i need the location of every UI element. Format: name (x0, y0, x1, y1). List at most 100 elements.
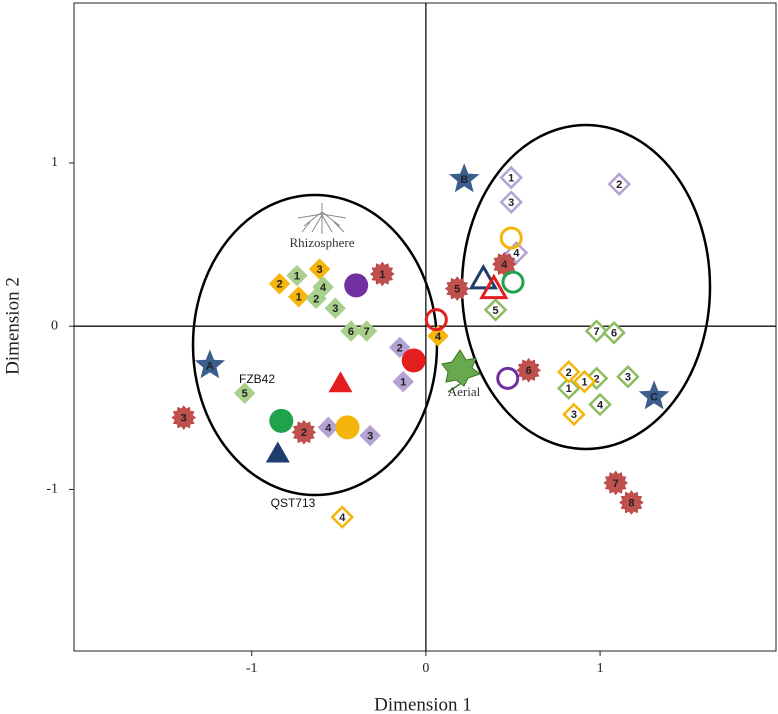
point-label: 1 (294, 270, 300, 282)
point-star (449, 163, 480, 193)
point-label: 3 (332, 303, 338, 315)
point-circle (424, 308, 448, 332)
point-label: 7 (613, 478, 619, 490)
point-diamond (234, 382, 256, 404)
y-tick-label: 1 (51, 155, 58, 170)
point-label: 4 (513, 248, 520, 260)
point-label: 4 (320, 282, 327, 294)
point-label: 4 (501, 259, 508, 271)
point-label: 1 (379, 269, 385, 281)
point-diamond (483, 298, 508, 322)
point-label: 6 (348, 326, 354, 338)
point-diamond (359, 424, 381, 447)
point-burst (171, 405, 197, 431)
point-label: 4 (435, 331, 442, 343)
point-label: 3 (367, 430, 373, 442)
point-diamond (340, 320, 362, 342)
point-star (638, 380, 670, 410)
point-label: 2 (313, 293, 319, 305)
point-label: 6 (611, 328, 617, 340)
point-label: 5 (242, 388, 248, 400)
point-label: 2 (397, 342, 403, 354)
point-label: 2 (616, 179, 622, 191)
point-circle (269, 408, 294, 433)
point-triangle (479, 273, 509, 300)
point-burst (369, 261, 395, 287)
plot-frame (73, 2, 777, 652)
y-tick-label: 0 (51, 318, 58, 333)
point-diamond (602, 320, 626, 345)
point-diamond (392, 370, 414, 393)
point-diamond (607, 172, 631, 196)
point-label: 5 (454, 284, 460, 296)
point-burst (618, 490, 644, 515)
x-tick-label: 1 (597, 661, 604, 676)
point-label: 2 (276, 279, 282, 291)
point-diamond (499, 165, 523, 190)
x-axis-title: Dimension 1 (374, 694, 472, 714)
annotation: FZB42 (239, 372, 275, 386)
point-diamond (616, 365, 640, 389)
point-diamond (288, 286, 310, 308)
leaf-icon (441, 349, 482, 393)
x-tick-label: -1 (246, 661, 258, 676)
point-diamond (355, 320, 378, 342)
point-label: 1 (400, 377, 406, 389)
point-label: 3 (181, 412, 187, 424)
point-diamond (317, 416, 340, 439)
annotation: QST713 (271, 496, 316, 510)
point-label: 7 (594, 326, 600, 338)
point-diamond (305, 287, 327, 310)
point-triangle (265, 441, 290, 463)
point-diamond (556, 360, 581, 384)
point-diamond (572, 369, 597, 394)
point-label: 6 (526, 365, 532, 377)
point-circle (335, 415, 360, 440)
point-circle (401, 348, 426, 373)
annotation: Rhizosphere (290, 235, 355, 250)
point-label: 8 (628, 497, 634, 509)
point-diamond (286, 264, 308, 287)
point-diamond (308, 258, 331, 280)
point-label: B (460, 174, 468, 186)
point-diamond (330, 505, 355, 529)
point-burst (291, 419, 317, 445)
point-label: 1 (581, 377, 587, 389)
point-diamond (584, 319, 609, 343)
point-label: 4 (325, 422, 332, 434)
point-burst (444, 276, 470, 302)
point-burst (603, 470, 629, 496)
point-triangle (328, 371, 353, 393)
point-label: 1 (296, 292, 302, 304)
point-star (194, 349, 226, 379)
point-circle (501, 270, 525, 294)
point-label: A (206, 360, 214, 372)
point-label: 3 (571, 409, 577, 421)
y-axis-title: Dimension 2 (2, 277, 23, 375)
point-label: 5 (492, 305, 498, 317)
point-diamond (556, 376, 581, 400)
point-burst (516, 357, 542, 383)
point-label: 7 (364, 326, 370, 338)
point-label: C (650, 391, 658, 403)
point-circle (496, 366, 520, 390)
point-triangle (468, 263, 498, 290)
point-diamond (588, 392, 612, 417)
point-circle (344, 273, 369, 298)
point-label: 3 (317, 264, 323, 276)
point-diamond (324, 297, 346, 319)
x-tick-label: 0 (422, 661, 429, 676)
point-label: 3 (508, 197, 514, 209)
point-label: 2 (594, 373, 600, 385)
point-diamond (268, 273, 291, 295)
point-label: 1 (508, 173, 514, 185)
point-diamond (499, 190, 523, 214)
point-label: 2 (566, 367, 572, 379)
point-label: 1 (566, 383, 572, 395)
point-diamond (389, 336, 411, 359)
point-label: 4 (597, 399, 604, 411)
point-diamond (562, 402, 586, 427)
point-circle (499, 226, 523, 250)
point-label: 3 (625, 372, 631, 384)
